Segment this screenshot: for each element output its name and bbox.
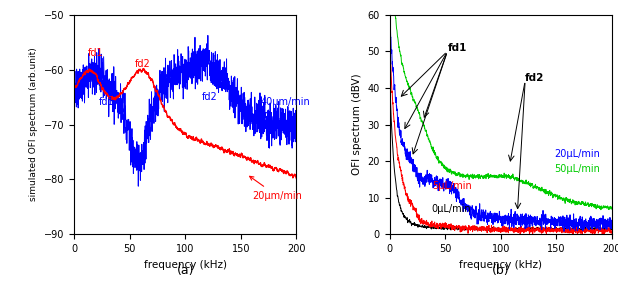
Text: 20μL/min: 20μL/min [554, 149, 600, 159]
Y-axis label: simulated OFI spectrum (arb.unit): simulated OFI spectrum (arb.unit) [30, 48, 38, 201]
X-axis label: frequency (kHz): frequency (kHz) [144, 260, 227, 270]
Text: 20μm/min: 20μm/min [250, 176, 302, 201]
Text: fd2: fd2 [135, 59, 151, 69]
Text: fd2: fd2 [202, 92, 218, 102]
Y-axis label: OFI spectrum (dBV): OFI spectrum (dBV) [352, 74, 362, 175]
Text: 5μL/min: 5μL/min [432, 180, 472, 191]
Text: fd2: fd2 [525, 73, 544, 83]
Text: 50μL/min: 50μL/min [554, 164, 600, 174]
Text: 0μL/min: 0μL/min [432, 205, 472, 214]
Text: 40μm/min: 40μm/min [253, 97, 310, 120]
Text: fd1: fd1 [88, 48, 103, 58]
Text: fd1: fd1 [99, 97, 114, 107]
Text: (b): (b) [492, 264, 510, 277]
X-axis label: frequency (kHz): frequency (kHz) [459, 260, 542, 270]
Text: fd1: fd1 [447, 43, 467, 53]
Text: (a): (a) [177, 264, 194, 277]
